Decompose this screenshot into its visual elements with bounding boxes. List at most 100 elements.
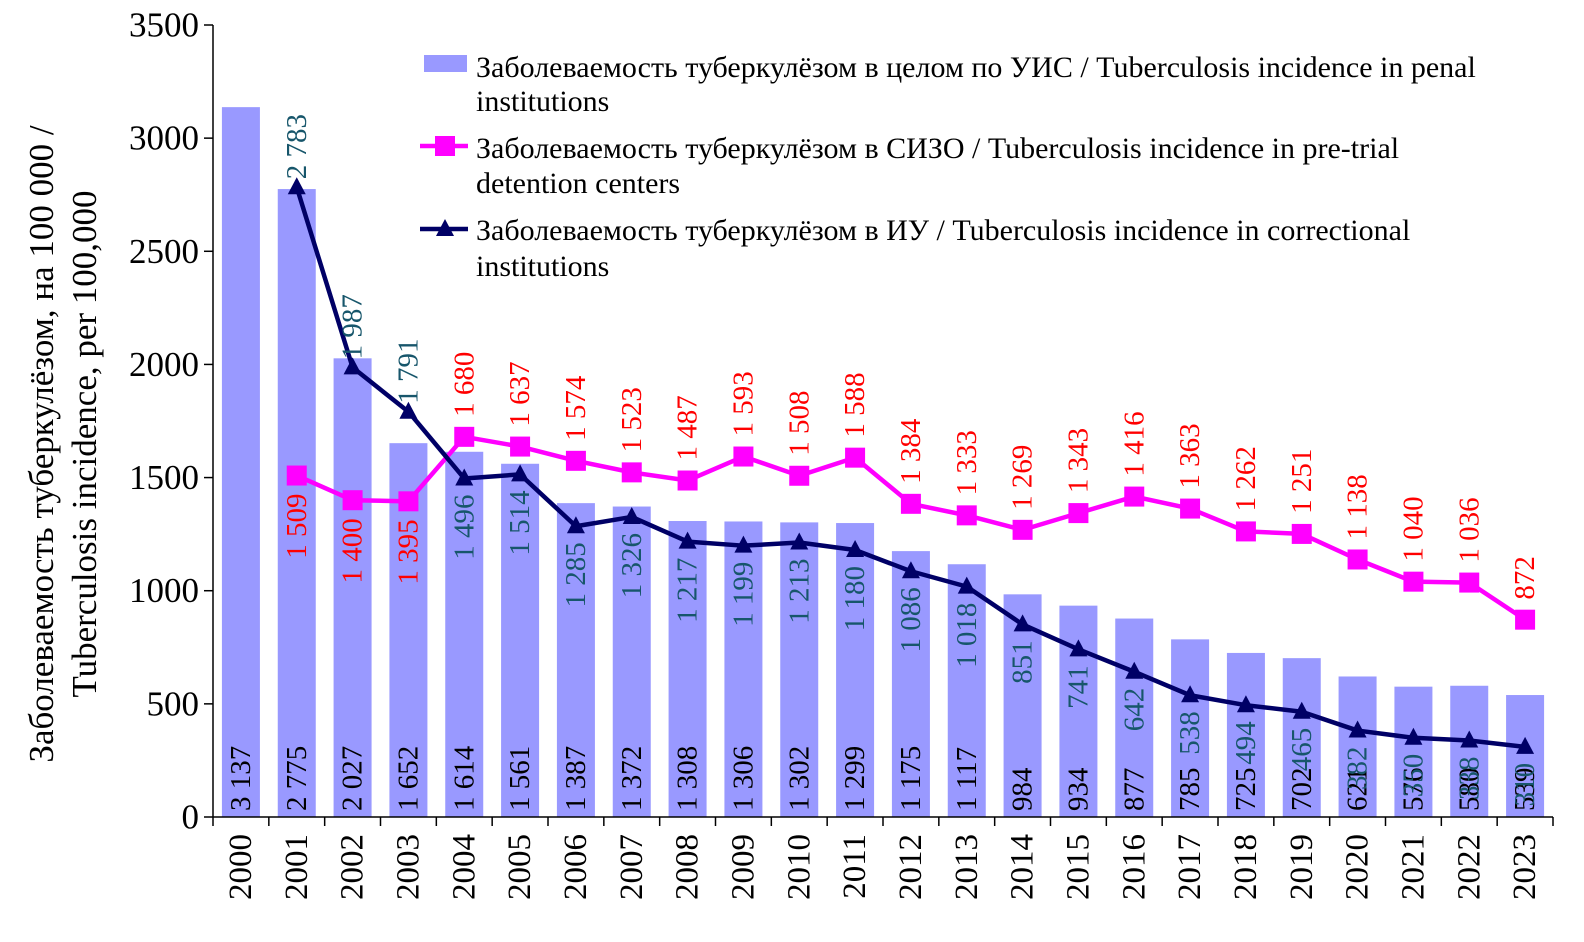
iu-label-2017: 538: [1174, 711, 1206, 755]
iu-label-2007: 1 326: [616, 533, 648, 598]
bar-label-2010: 1 302: [783, 746, 815, 811]
bar-series-penal: [221, 107, 1545, 818]
line-series: [286, 177, 1536, 754]
bar-label-2020: 621: [1342, 768, 1374, 812]
iu-marker-2018: [1236, 695, 1255, 713]
iu-label-2020: 382: [1342, 747, 1374, 791]
sizo-marker-2016: [1124, 486, 1145, 507]
sizo-label-2004: 1 680: [448, 352, 480, 417]
x-tick-label-2014: 2014: [1005, 834, 1041, 900]
iu-label-2013: 1 018: [951, 603, 983, 668]
bar-label-2008: 1 308: [672, 746, 704, 811]
bar-label-2012: 1 175: [895, 746, 927, 811]
iu-label-2019: 465: [1286, 728, 1318, 772]
bar-2017: [1171, 639, 1210, 817]
sizo-label-2017: 1 363: [1174, 423, 1206, 488]
sizo-marker-2011: [845, 447, 866, 468]
iu-marker-2015: [1069, 639, 1088, 657]
x-tick-label-2021: 2021: [1395, 834, 1431, 900]
sizo-label-2001: 1 509: [281, 494, 313, 559]
bar-label-2004: 1 614: [448, 745, 480, 811]
sizo-marker-2021: [1403, 571, 1424, 592]
bar-2008: [668, 521, 707, 817]
iu-marker-2022: [1460, 730, 1479, 748]
sizo-label-2013: 1 333: [951, 430, 983, 495]
iu-marker-2004: [455, 468, 474, 486]
iu-label-2023: 310: [1509, 763, 1541, 807]
y-tick-label-0: 0: [182, 798, 200, 837]
x-tick-label-2017: 2017: [1172, 834, 1208, 900]
sizo-label-2011: 1 588: [839, 372, 871, 437]
sizo-label-2002: 1 400: [337, 518, 369, 583]
iu-marker-2009: [734, 535, 753, 553]
x-tick-label-2023: 2023: [1507, 834, 1543, 900]
bar-2019: [1282, 658, 1321, 817]
x-tick-label-2016: 2016: [1116, 834, 1152, 900]
bar-label-2002: 2 027: [337, 746, 369, 811]
sizo-marker-2018: [1235, 521, 1256, 542]
iu-label-2009: 1 199: [727, 562, 759, 627]
bar-label-2007: 1 372: [616, 746, 648, 811]
bar-2012: [891, 551, 930, 817]
bar-label-2003: 1 652: [392, 746, 424, 811]
iu-label-2022: 338: [1453, 757, 1485, 801]
bar-2009: [724, 521, 763, 817]
x-tick-label-2022: 2022: [1451, 834, 1487, 900]
bar-label-2005: 1 561: [504, 746, 536, 811]
sizo-label-2016: 1 416: [1118, 411, 1150, 476]
x-tick-label-2006: 2006: [558, 834, 594, 900]
sizo-marker-2015: [1068, 503, 1089, 524]
sizo-marker-2022: [1459, 572, 1480, 593]
bar-2018: [1226, 652, 1265, 817]
sizo-label-2005: 1 637: [504, 361, 536, 426]
bar-2010: [780, 522, 819, 817]
y-tick-label-3000: 3000: [129, 119, 199, 158]
bar-label-2001: 2 775: [281, 746, 313, 811]
y-tick-label-500: 500: [147, 684, 200, 723]
bar-label-2015: 934: [1062, 767, 1094, 811]
bar-2011: [836, 523, 875, 817]
y-tick-label-2000: 2000: [129, 345, 199, 384]
iu-label-2008: 1 217: [672, 558, 704, 623]
sizo-marker-2001: [286, 465, 307, 486]
iu-marker-2012: [901, 561, 920, 579]
x-tick-label-2005: 2005: [502, 834, 538, 900]
iu-marker-2020: [1348, 720, 1367, 738]
iu-label-2012: 1 086: [895, 587, 927, 652]
iu-label-2016: 642: [1118, 688, 1150, 732]
legend-label-iu-line2: institutions: [476, 250, 609, 283]
x-tick-label-2001: 2001: [279, 834, 315, 900]
sizo-label-2021: 1 040: [1397, 496, 1429, 561]
bar-2020: [1338, 676, 1377, 817]
axes: 0 500 1000 1500 2000 2500 3000 3500 2000 2001 2002…: [129, 6, 1554, 900]
sizo-marker-2004: [454, 426, 475, 447]
bar-2023: [1506, 695, 1545, 817]
x-tick-label-2007: 2007: [614, 834, 650, 900]
x-tick-label-2019: 2019: [1284, 834, 1320, 900]
x-tick-label-2000: 2000: [223, 834, 259, 900]
x-tick-label-2004: 2004: [446, 834, 482, 900]
y-axis-title: Заболеваемость туберкулёзом, на 100 000 …: [22, 125, 104, 762]
iu-label-2018: 494: [1230, 721, 1262, 765]
bar-label-2023: 539: [1509, 768, 1541, 812]
iu-marker-2003: [399, 401, 418, 419]
sizo-label-2012: 1 384: [895, 418, 927, 484]
legend-label-iu-line1: Заболеваемость туберкулёзом в ИУ / Tuber…: [476, 214, 1410, 247]
x-tick-label-2008: 2008: [670, 834, 706, 900]
iu-label-2005: 1 514: [504, 490, 536, 556]
sizo-label-2007: 1 523: [616, 387, 648, 452]
legend-key-sizo-marker: [435, 136, 455, 156]
sizo-marker-2010: [789, 465, 810, 486]
sizo-marker-2009: [733, 446, 754, 467]
bar-2022: [1450, 685, 1489, 817]
iu-marker-2010: [790, 532, 809, 550]
iu-marker-2008: [678, 531, 697, 549]
iu-label-2014: 851: [1007, 640, 1039, 684]
bar-2001: [277, 189, 316, 818]
sizo-marker-2007: [621, 462, 642, 483]
bar-2004: [445, 451, 484, 817]
bar-2000: [221, 107, 260, 817]
sizo-label-2019: 1 251: [1286, 449, 1318, 514]
y-tick-label-1500: 1500: [129, 458, 199, 497]
iu-marker-2016: [1125, 661, 1144, 679]
